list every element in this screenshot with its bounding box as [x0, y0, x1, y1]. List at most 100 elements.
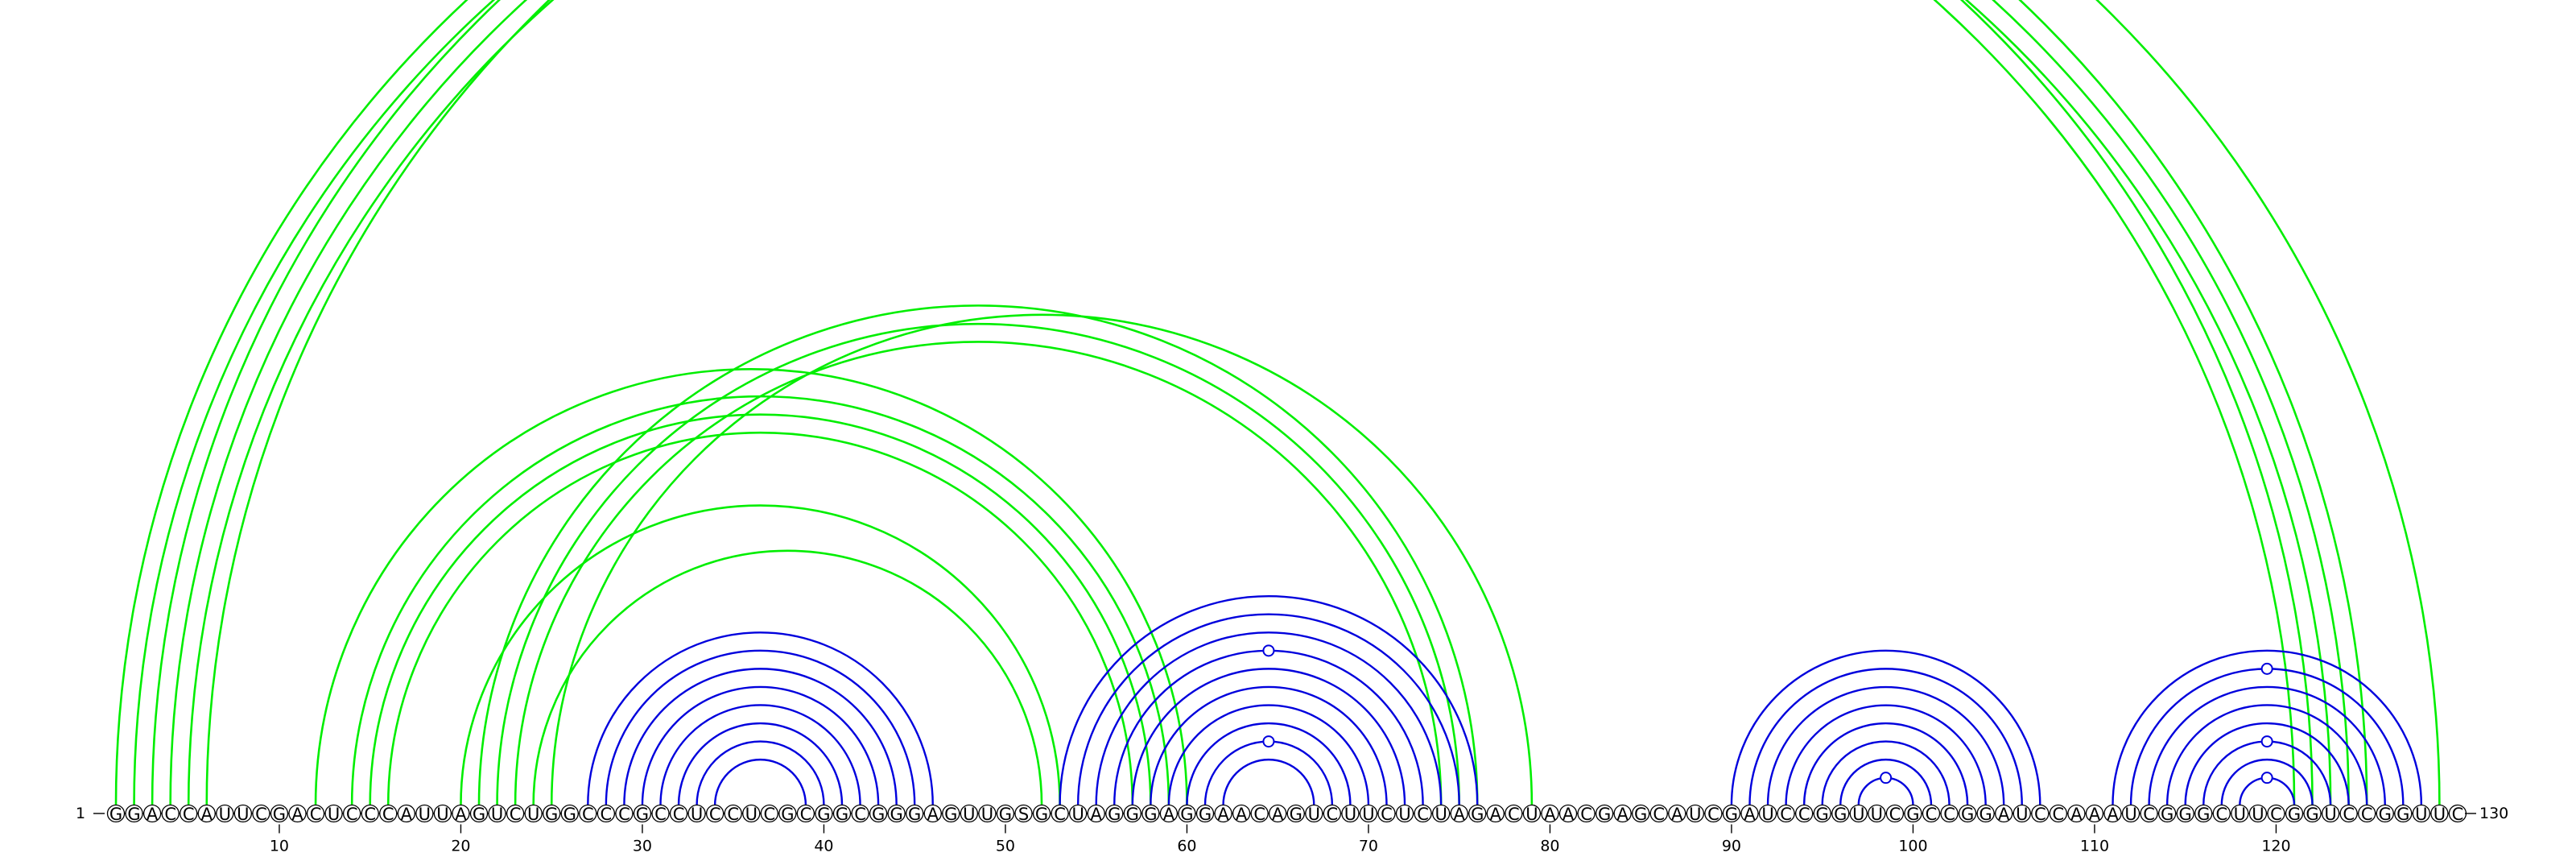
nucleotide-82: C [1577, 804, 1596, 824]
nucleotide-47: G [942, 804, 960, 824]
nucleotide-circle [2013, 804, 2031, 823]
arc-4-124 [169, 0, 2350, 805]
nucleotide-letter: A [1744, 805, 1756, 824]
nucleotide-11: A [288, 804, 307, 824]
nucleotide-circle [415, 804, 434, 823]
nucleotide-letter: U [328, 805, 340, 824]
nucleotide-76: G [1468, 804, 1487, 824]
nucleotide-36: U [742, 804, 761, 824]
nucleotide-circle [2103, 804, 2122, 823]
nucleotide-letter: G [273, 805, 286, 824]
arc-6-129 [205, 0, 2441, 805]
nucleotide-circle [452, 804, 470, 823]
nucleotide-letter: C [1780, 805, 1792, 824]
nucleotide-112: U [2121, 804, 2140, 824]
nucleotide-letter: U [2234, 805, 2246, 824]
nucleotide-17: A [397, 804, 415, 824]
nucleotide-letter: C [673, 805, 685, 824]
nucleotide-letter: A [1272, 805, 1284, 824]
nucleotide-letter: A [1163, 805, 1175, 824]
nucleotide-109: A [2067, 804, 2086, 824]
arc-group-helix-12-60 [314, 368, 1188, 805]
nucleotide-letter: U [745, 805, 758, 824]
nucleotide-circle [832, 804, 852, 823]
nucleotide-letter: C [1417, 805, 1429, 824]
arc-group-helix-53-76 [1059, 595, 1479, 805]
nucleotide-letter: U [1344, 805, 1356, 824]
arc-62-67 [1222, 759, 1315, 805]
nucleotide-letter: C [382, 805, 394, 824]
nucleotide-circle [1414, 804, 1432, 823]
nucleotide-5: C [180, 804, 198, 824]
nucleotide-10: G [270, 804, 289, 824]
nucleotide-circle [1159, 804, 1179, 823]
nucleotide-103: G [1958, 804, 1977, 824]
nucleotide-circle [869, 804, 888, 823]
nucleotide-letter: U [2016, 805, 2028, 824]
arc-22-75 [496, 322, 1460, 805]
nucleotide-letter: U [2434, 805, 2446, 824]
nucleotide-90: G [1722, 804, 1741, 824]
nucleotide-circle [796, 804, 815, 823]
nucleotide-circle [180, 804, 198, 823]
nucleotide-letter: C [2053, 805, 2065, 824]
arc-27-46 [587, 631, 934, 805]
nucleotide-49: U [978, 804, 997, 824]
nucleotide-73: C [1414, 804, 1432, 824]
tick-label: 110 [2080, 838, 2109, 855]
nucleotide-40: G [815, 804, 833, 824]
nucleotide-letter: C [1926, 805, 1938, 824]
tick-110: 110 [2080, 824, 2109, 855]
arc-23-74 [514, 341, 1443, 805]
arc-92-105 [1766, 685, 2005, 805]
nucleotide-26: G [560, 804, 579, 824]
nucleotide-letter: U [1398, 805, 1410, 824]
nucleotide-circle [342, 804, 361, 823]
arc-59-70 [1167, 704, 1370, 805]
nucleotide-89: C [1704, 804, 1723, 824]
nucleotide-letter: G [1979, 805, 1992, 824]
arc-20-53 [460, 504, 1061, 805]
tick-60: 60 [1177, 824, 1197, 855]
nucleotide-letter: C [1054, 805, 1066, 824]
nucleotide-129: U [2430, 804, 2449, 824]
nucleotide-circle [2248, 804, 2268, 823]
arc-93-104 [1785, 704, 1987, 805]
arc-16-57 [386, 431, 1134, 805]
nucleotide-letter: A [1236, 805, 1248, 824]
nucleotide-54: U [1069, 804, 1088, 824]
nucleotide-letter: U [1308, 805, 1320, 824]
nucleotide-circle [2358, 804, 2376, 823]
nucleotide-circle [2212, 804, 2231, 823]
arc-53-76 [1059, 595, 1479, 805]
nucleotide-letter: G [872, 805, 885, 824]
nucleotide-circle [1123, 804, 1141, 823]
nucleotide-72: U [1395, 804, 1414, 824]
arc-marker-56-73 [1262, 644, 1275, 657]
nucleotide-letter: U [2415, 805, 2427, 824]
nucleotide-41: G [832, 804, 852, 824]
nucleotide-24: U [524, 804, 543, 824]
nucleotide-111: A [2103, 804, 2122, 824]
arc-marker-112-127 [2260, 662, 2273, 675]
nucleotide-56: G [1105, 804, 1124, 824]
nucleotide-circle [906, 804, 924, 823]
nucleotide-letter: U [419, 805, 431, 824]
nucleotide-circle [1541, 804, 1559, 823]
nucleotide-42: C [851, 804, 869, 824]
nucleotide-circle [760, 804, 778, 823]
nucleotide-circle [1450, 804, 1468, 823]
tick-10: 10 [270, 824, 289, 855]
arc-5-123 [187, 0, 2332, 805]
nucleotide-circle [1269, 804, 1287, 823]
nucleotide-65: A [1269, 804, 1287, 824]
nucleotide-63: A [1232, 804, 1251, 824]
nucleotide-27: C [579, 804, 597, 824]
nucleotide-98: U [1868, 804, 1886, 824]
tick-label: 80 [1540, 838, 1559, 855]
arc-25-79 [550, 313, 1534, 805]
nucleotide-circle [2067, 804, 2086, 823]
nucleotide-126: G [2376, 804, 2394, 824]
nucleotide-letter: G [1906, 805, 1919, 824]
nucleotide-127: G [2394, 804, 2413, 824]
